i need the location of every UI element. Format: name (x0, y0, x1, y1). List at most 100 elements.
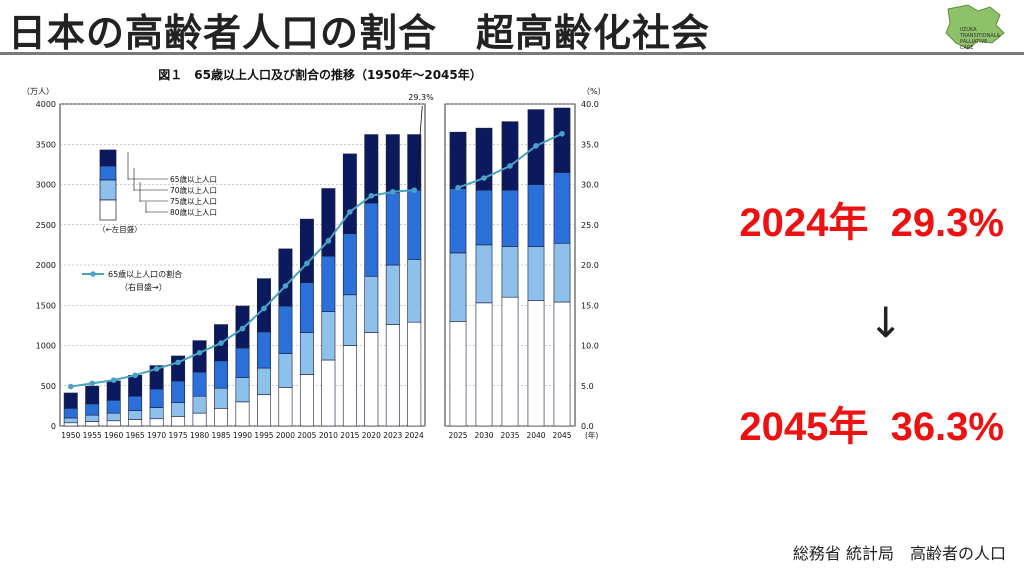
logo-map-shape (945, 4, 1005, 50)
legend-label: 80歳以上人口 (170, 207, 217, 217)
legend-label: 65歳以上人口 (170, 174, 217, 184)
bar-segment-2 (257, 367, 271, 395)
y-tick-label: 3500 (36, 140, 56, 149)
bar-segment-4 (299, 218, 314, 284)
ratio-point (110, 377, 117, 383)
y-tick-label: 4000 (36, 100, 56, 109)
bar-segment-4 (342, 153, 357, 234)
legend-label: 70歳以上人口 (170, 185, 217, 195)
ratio-point (455, 184, 461, 191)
bar-segment-2 (235, 377, 250, 403)
ratio-point (282, 283, 289, 289)
ratio-point (239, 325, 246, 332)
bar-segment-2 (214, 387, 228, 409)
y-tick-label: 500 (41, 382, 56, 391)
bar-segment-3 (106, 399, 121, 414)
ratio-point (304, 260, 310, 267)
bar-segment-3 (364, 202, 379, 277)
y-tick-label: 2500 (36, 221, 56, 230)
logo-text-line: IIZUKA (960, 27, 977, 33)
slide-title: 日本の高齢者人口の割合 超高齢化社会 (8, 11, 711, 55)
bar-segment-1 (257, 394, 271, 427)
bar-segment-1 (407, 321, 422, 427)
x-tick-label: 2010 (319, 431, 338, 440)
bar-segment-4 (553, 107, 571, 173)
bar-segment-2 (321, 311, 336, 361)
logo-text-line: CARE (960, 45, 974, 51)
elderly-population-chart: 図１ 65歳以上人口及び割合の推移（1950年～2045年） （万人） （%） … (22, 67, 606, 440)
bar-segment-3 (63, 407, 78, 419)
logo-text-line: TRANSITIONAL& (959, 33, 1001, 39)
x-tick-label: 2024 (405, 431, 424, 440)
ratio-point (153, 366, 160, 372)
legend-swatch (99, 149, 117, 167)
bar-segment-3 (257, 331, 271, 369)
logo: IIZUKA TRANSITIONAL& PALLIATIVE CARE (945, 4, 1005, 51)
y-tick-label: 2000 (36, 261, 56, 270)
ratio-point (67, 383, 74, 390)
x-tick-label: 2040 (526, 431, 545, 440)
bar-segment-3 (192, 371, 207, 397)
legend-left-axis-hint: （←左目盛） (98, 224, 142, 234)
ratio-point (325, 238, 332, 244)
bar-segment-1 (364, 332, 379, 427)
bar-segment-1 (128, 419, 143, 427)
bar-segment-1 (192, 412, 207, 427)
bar-segment-1 (553, 301, 571, 427)
bar-segment-1 (235, 401, 250, 427)
ratio-point (261, 305, 267, 312)
bar-segment-3 (278, 305, 293, 354)
bar-segment-2 (63, 417, 78, 424)
x-tick-label: 1965 (126, 431, 145, 440)
bar-segment-2 (192, 395, 207, 414)
bar-segment-2 (501, 246, 519, 298)
bar-segment-4 (385, 134, 400, 193)
bar-segment-4 (106, 380, 121, 401)
bar-segment-1 (501, 296, 519, 427)
bar-segment-3 (527, 184, 545, 247)
ratio-point (411, 187, 418, 193)
bar-segment-3 (214, 360, 228, 389)
y2-tick-label: 25.0 (581, 221, 599, 230)
x-tick-label: 2023 (383, 431, 402, 440)
right-axis-unit: （%） (582, 87, 606, 96)
bar-segment-3 (171, 380, 186, 403)
bar-segment-1 (214, 407, 228, 427)
legend-swatch (99, 179, 117, 201)
y-tick-label: 0 (51, 422, 56, 431)
x-tick-label: 1990 (233, 431, 252, 440)
x-axis-unit: (年) (585, 430, 598, 440)
ratio-point (389, 188, 396, 195)
bar-segment-4 (407, 134, 422, 191)
legend-line-marker (90, 271, 96, 277)
bar-segment-4 (85, 385, 100, 405)
y-tick-label: 1000 (36, 342, 56, 351)
source-citation: 総務省 統計局 高齢者の人口 (792, 544, 1006, 563)
ratio-point (507, 163, 513, 169)
x-tick-label: 2035 (500, 431, 519, 440)
bar-segment-3 (385, 192, 400, 266)
bar-segment-3 (149, 388, 164, 408)
legend-swatch (99, 199, 117, 221)
y2-tick-label: 35.0 (581, 140, 599, 149)
bar-segment-2 (475, 244, 493, 304)
bar-segment-1 (149, 418, 164, 427)
ratio-point (175, 359, 181, 366)
stat-2024-ratio: 2024年 29.3% (739, 201, 1004, 245)
ratio-point (533, 143, 539, 149)
ratio-point (196, 349, 203, 356)
bar-segment-2 (449, 252, 467, 322)
bar-segment-4 (257, 278, 271, 333)
ratio-point (347, 209, 353, 215)
bar-segment-2 (527, 246, 545, 301)
x-tick-label: 1985 (211, 431, 230, 440)
x-tick-label: 2045 (552, 431, 571, 440)
y2-tick-label: 20.0 (581, 261, 599, 270)
bar-segment-3 (553, 172, 571, 244)
bar-segment-1 (85, 421, 100, 427)
bar-segment-2 (342, 294, 357, 346)
legend-label: 75歳以上人口 (170, 196, 217, 206)
legend-swatch (99, 165, 117, 181)
bar-segment-1 (278, 387, 293, 427)
